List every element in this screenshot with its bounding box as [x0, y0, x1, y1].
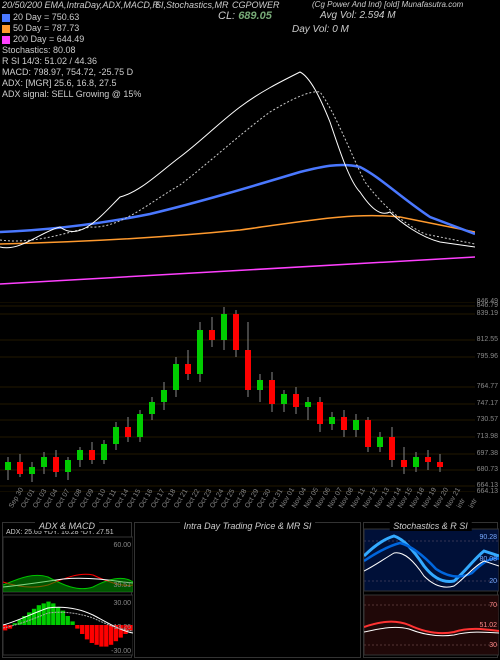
stoch-title: Stochastics & R SI	[389, 521, 472, 531]
svg-text:90.28: 90.28	[479, 534, 497, 541]
bottom-panels: ADX & MACD ADX: 25.65 +DY: 16.28 -DY: 27…	[0, 522, 500, 658]
adx-macd-panel: ADX & MACD ADX: 25.65 +DY: 16.28 -DY: 27…	[2, 522, 132, 658]
svg-text:20: 20	[489, 578, 497, 585]
title-stoch: SI,Stochastics,MR	[155, 0, 229, 10]
svg-text:80.08: 80.08	[479, 556, 497, 563]
svg-text:30.51: 30.51	[113, 582, 131, 589]
svg-text:70: 70	[489, 602, 497, 609]
avg-vol: Avg Vol: 2.594 M	[320, 10, 396, 21]
price-scale: 846.49846.79839.19812.55795.96764.77747.…	[475, 302, 500, 492]
intra-title: Intra Day Trading Price & MR SI	[180, 521, 316, 531]
symbol: CGPOWER	[232, 0, 280, 10]
svg-text:-30.00: -30.00	[111, 648, 131, 655]
svg-text:51.02: 51.02	[479, 622, 497, 629]
ema20-label: 20 Day = 750.63	[13, 12, 79, 22]
svg-text:-13.26: -13.26	[111, 624, 131, 631]
ema20-swatch	[2, 14, 10, 22]
close-label: CL: 689.05	[218, 10, 272, 22]
svg-text:30.00: 30.00	[113, 600, 131, 607]
svg-text:30: 30	[489, 642, 497, 649]
upper-chart	[0, 22, 475, 302]
date-axis: Sep 30Oct 01Oct 03Oct 04Oct 07Oct 08Oct …	[0, 492, 500, 520]
company: (Cg Power And Ind) [old] Munafasutra.com	[312, 0, 463, 9]
title-prefix: 20/50/200 EMA,IntraDay,ADX,MACD,R	[2, 0, 159, 10]
svg-text:60.00: 60.00	[113, 542, 131, 549]
candle-chart	[0, 302, 475, 492]
adx-title: ADX & MACD	[35, 521, 99, 531]
intraday-panel: Intra Day Trading Price & MR SI	[134, 522, 361, 658]
stoch-rsi-panel: Stochastics & R SI 90.28 80.08 20 70 51.02 30	[363, 522, 498, 658]
